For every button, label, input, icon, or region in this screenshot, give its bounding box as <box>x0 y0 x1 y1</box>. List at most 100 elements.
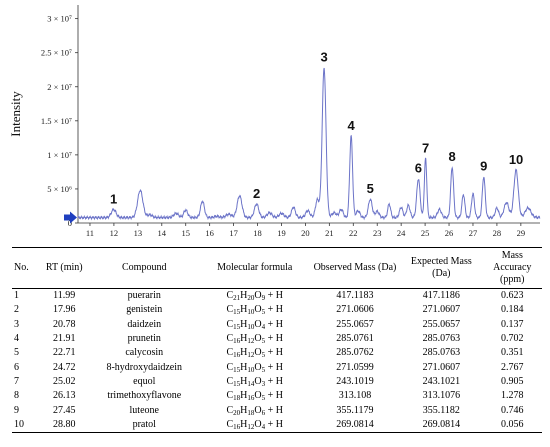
cell-formula: C15H14O3 + H <box>226 375 284 388</box>
table-row: 3 20.78 daidzein C15H10O4 + H 255.0657 255.06… <box>12 318 542 332</box>
compound-table: No. RT (min) Compound Molecular formula … <box>12 247 542 433</box>
cell-rt: 17.96 <box>53 304 76 316</box>
cell-compound: pratol <box>88 417 200 433</box>
table-row: 4 21.91 prunetin C16H12O5 + H 285.0761 285.07… <box>12 332 542 346</box>
cell-rt: 28.80 <box>39 417 89 433</box>
x-tick-label: 22 <box>349 228 358 238</box>
peak-label: 5 <box>367 181 374 196</box>
cell-formula: C15H10O4 + H <box>226 318 284 331</box>
x-tick-label: 13 <box>134 228 143 238</box>
header-mass-accuracy: Mass Accuracy (ppm) <box>482 247 542 289</box>
x-tick-label: 23 <box>373 228 382 238</box>
cell-no: 2 <box>14 304 19 316</box>
chromatogram-chart: 0 5 × 10⁶ 1 × 10⁷ 1.5 × 10⁷ 2 × 10⁷ 2.5 × 10⁷… <box>8 5 541 238</box>
cell-rt: 27.45 <box>53 404 76 416</box>
cell-formula: C15H10O5 + H <box>226 361 284 374</box>
y-tick-label: 5 × 10⁶ <box>47 184 72 194</box>
cell-formula: C21H20O9 + H <box>226 290 284 303</box>
x-tick-label: 24 <box>397 228 406 238</box>
table-row: 1 11.99 puerarin C21H20O9 + H 417.1183 417.11… <box>12 289 542 304</box>
cell-rt: 21.91 <box>53 333 76 345</box>
x-tick-label: 21 <box>325 228 334 238</box>
cell-mass-accuracy: 0.351 <box>501 347 524 359</box>
y-tick-label: 1 × 10⁷ <box>47 150 72 160</box>
cell-rt: 24.72 <box>53 361 76 373</box>
cell-expected-mass: 417.1186 <box>422 290 460 302</box>
x-tick-label: 14 <box>158 228 167 238</box>
header-rt: RT (min) <box>39 247 89 289</box>
cell-observed-mass: 313.108 <box>338 390 372 402</box>
cell-mass-accuracy: 1.278 <box>501 390 524 402</box>
x-tick-label: 15 <box>181 228 190 238</box>
cell-no: 8 <box>14 390 19 402</box>
cell-mass-accuracy: 0.184 <box>501 304 524 316</box>
x-tick-label: 27 <box>469 228 478 238</box>
table-row: 8 26.13 trimethoxyflavone C18H16O5 + H 313.1… <box>12 389 542 403</box>
cell-rt: 11.99 <box>53 290 76 302</box>
cell-no: 10 <box>12 417 40 433</box>
cell-no: 7 <box>14 375 19 387</box>
peak-label: 9 <box>480 159 487 174</box>
table-row: 5 22.71 calycosin C16H12O5 + H 285.0762 285.0… <box>12 346 542 360</box>
cell-expected-mass: 271.0607 <box>422 304 461 316</box>
x-tick-label: 28 <box>493 228 502 238</box>
cell-expected-mass: 285.0763 <box>422 347 461 359</box>
cell-observed-mass: 269.0814 <box>309 417 401 433</box>
cell-expected-mass: 271.0607 <box>422 361 461 373</box>
cell-mass-accuracy: 2.767 <box>501 361 524 373</box>
header-observed-mass: Observed Mass (Da) <box>309 247 401 289</box>
header-expected-mass: Expected Mass (Da) <box>400 247 483 289</box>
header-formula: Molecular formula <box>199 247 310 289</box>
cell-compound: trimethoxyflavone <box>107 390 182 402</box>
trace-layer <box>77 67 541 221</box>
cell-expected-mass: 285.0763 <box>422 333 461 345</box>
cell-mass-accuracy: 0.905 <box>501 375 524 387</box>
cell-mass-accuracy: 0.056 <box>482 417 542 433</box>
peak-label: 6 <box>415 161 422 176</box>
cell-rt: 20.78 <box>53 318 76 330</box>
cell-expected-mass: 355.1182 <box>422 404 460 416</box>
header-compound: Compound <box>88 247 200 289</box>
x-tick-label: 16 <box>205 228 214 238</box>
cell-mass-accuracy: 0.702 <box>501 333 524 345</box>
table-header-row: No. RT (min) Compound Molecular formula … <box>12 247 542 289</box>
table-row: 2 17.96 genistein C15H10O5 + H 271.0606 271.0… <box>12 303 542 317</box>
peak-label-layer: 1 2 3 4 5 67 8 9 10 <box>110 50 523 207</box>
cell-observed-mass: 285.0762 <box>336 347 374 359</box>
y-tick-label: 2 × 10⁷ <box>47 82 72 92</box>
cell-observed-mass: 271.0599 <box>336 361 374 373</box>
cell-formula: C16H12O4 + H <box>199 417 310 433</box>
x-tick-label: 29 <box>517 228 526 238</box>
cell-observed-mass: 271.0606 <box>336 304 374 316</box>
cell-rt: 26.13 <box>53 390 76 402</box>
y-tick-label: 2.5 × 10⁷ <box>41 48 72 58</box>
cell-rt: 22.71 <box>53 347 76 359</box>
x-tick-label: 19 <box>277 228 286 238</box>
cell-mass-accuracy: 0.746 <box>501 404 524 416</box>
cell-observed-mass: 285.0761 <box>336 333 374 345</box>
cell-observed-mass: 355.1179 <box>336 404 374 416</box>
cell-formula: C18H16O5 + H <box>226 390 284 403</box>
y-axis-label: Intensity <box>8 91 23 137</box>
peak-label: 10 <box>509 152 523 167</box>
table-row: 10 28.80 pratol C16H12O4 + H 269.0814 269.081… <box>12 417 542 433</box>
cell-mass-accuracy: 0.623 <box>501 290 524 302</box>
peak-label: 2 <box>253 186 260 201</box>
baseline-marker-icon <box>64 211 77 224</box>
table-body: 1 11.99 puerarin C21H20O9 + H 417.1183 417.11… <box>12 289 542 433</box>
y-tick-label: 1.5 × 10⁷ <box>41 116 72 126</box>
cell-compound: 8-hydroxydaidzein <box>106 361 183 373</box>
cell-expected-mass: 243.1021 <box>422 375 461 387</box>
cell-no: 3 <box>14 318 19 330</box>
peak-label: 7 <box>422 140 429 155</box>
x-tick-label: 18 <box>253 228 262 238</box>
cell-mass-accuracy: 0.137 <box>501 318 524 330</box>
cell-no: 6 <box>14 361 19 373</box>
cell-compound: genistein <box>126 304 163 316</box>
cell-expected-mass: 313.1076 <box>422 390 461 402</box>
cell-rt: 25.02 <box>53 375 76 387</box>
table-row: 9 27.45 luteone C20H18O6 + H 355.1179 355.118… <box>12 403 542 417</box>
cell-formula: C16H12O5 + H <box>226 333 284 346</box>
peak-label: 4 <box>348 118 356 133</box>
peak-label: 3 <box>320 50 327 65</box>
